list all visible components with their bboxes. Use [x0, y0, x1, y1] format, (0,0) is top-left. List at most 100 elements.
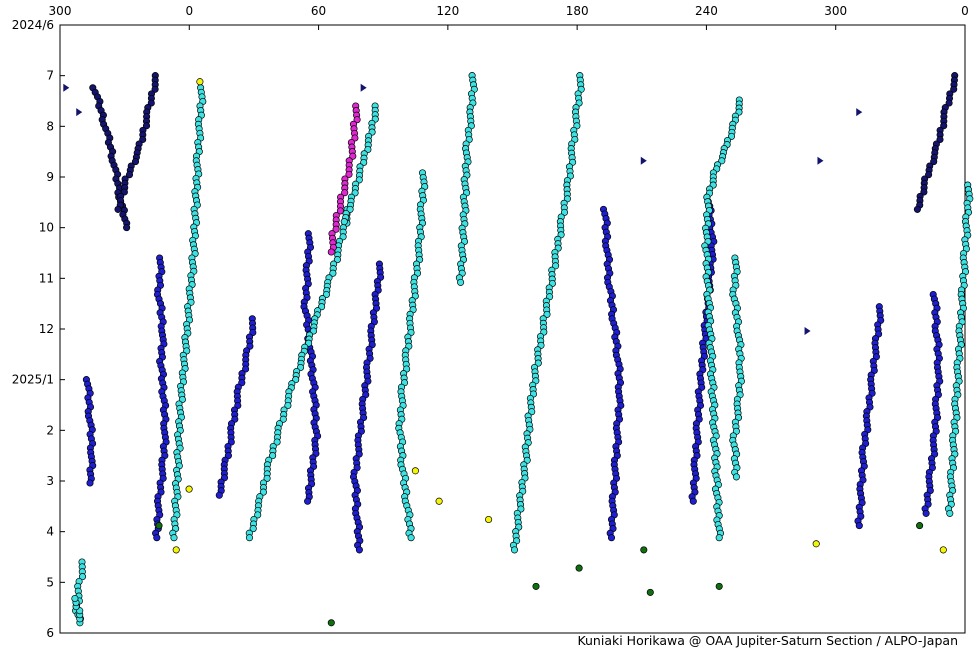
data-points: [63, 72, 974, 627]
data-point-navy: [920, 188, 928, 196]
data-point-triangle: [360, 83, 367, 92]
data-point-navy: [147, 99, 155, 107]
y-tick-label: 8: [46, 119, 54, 133]
data-point-cyan: [946, 509, 954, 517]
data-point-cyan: [407, 534, 415, 542]
data-point-blue: [242, 365, 250, 373]
data-point-cyan: [279, 415, 287, 423]
y-tick-label: 6: [46, 626, 54, 640]
data-point-blue: [607, 534, 616, 542]
data-point-cyan: [333, 256, 341, 264]
data-point-green: [715, 582, 723, 590]
x-tick-label: 300: [824, 4, 847, 18]
data-point-navy: [125, 171, 134, 179]
data-point-cyan: [263, 474, 271, 482]
data-point-green: [916, 522, 924, 530]
data-point-green: [646, 588, 654, 596]
y-tick-label: 3: [46, 474, 54, 488]
data-point-cyan: [170, 534, 178, 542]
data-point-magenta: [336, 207, 344, 215]
y-tick-label: 4: [46, 525, 54, 539]
data-point-blue: [922, 509, 930, 517]
data-point-navy: [925, 171, 933, 179]
data-point-cyan: [273, 438, 281, 446]
x-tick-label: 300: [49, 4, 72, 18]
data-point-yellow: [435, 497, 443, 505]
data-point-navy: [123, 224, 131, 232]
x-tick-label: 0: [961, 4, 969, 18]
data-point-blue: [86, 479, 94, 487]
data-point-cyan: [718, 157, 726, 165]
data-point-yellow: [172, 546, 180, 554]
y-tick-label: 5: [46, 575, 54, 589]
data-point-yellow: [939, 546, 947, 554]
data-point-triangle: [817, 156, 824, 165]
data-point-cyan: [340, 218, 348, 226]
data-point-cyan: [534, 359, 542, 367]
data-point-green: [155, 522, 163, 530]
data-point-magenta: [349, 152, 357, 160]
data-point-cyan: [245, 534, 254, 542]
y-tick-label: 11: [39, 271, 54, 285]
data-point-triangle: [804, 327, 811, 336]
data-point-cyan: [552, 262, 560, 270]
data-point-blue: [215, 491, 223, 499]
data-point-green: [532, 582, 540, 590]
data-point-navy: [151, 85, 159, 93]
y-axis-ticks: 2024/6 7 8 9 10 11 12 2025/1 2 3 4 5 6: [12, 18, 65, 640]
x-axis-ticks: 300 0 60 120 180 240 300 0: [49, 4, 969, 30]
data-point-green: [640, 546, 648, 554]
data-point-yellow: [196, 78, 204, 86]
data-point-blue: [689, 497, 697, 505]
data-point-cyan: [71, 594, 79, 603]
data-point-cyan: [715, 534, 723, 542]
data-point-green: [327, 619, 335, 627]
y-tick-label: 9: [46, 170, 54, 184]
data-point-navy: [131, 158, 140, 166]
x-tick-label: 60: [311, 4, 326, 18]
data-point-cyan: [284, 401, 292, 410]
data-point-navy: [950, 85, 958, 93]
data-point-cyan: [254, 511, 262, 519]
data-point-yellow: [485, 515, 493, 524]
x-tick-label: 240: [695, 4, 718, 18]
y-tick-label: 10: [39, 221, 54, 235]
data-point-green: [575, 564, 583, 572]
data-point-magenta: [353, 116, 361, 124]
data-point-blue: [304, 497, 312, 505]
data-point-cyan: [732, 473, 740, 481]
data-point-blue: [855, 522, 863, 530]
data-point-cyan: [78, 573, 87, 581]
data-point-cyan: [329, 269, 337, 277]
x-tick-label: 180: [566, 4, 589, 18]
data-point-cyan: [269, 452, 277, 460]
data-point-navy: [114, 205, 122, 213]
data-point-cyan: [543, 310, 551, 318]
data-point-triangle: [76, 108, 83, 117]
data-point-navy: [940, 122, 948, 130]
x-tick-label: 0: [185, 4, 193, 18]
data-point-triangle: [856, 108, 863, 117]
data-point-cyan: [510, 546, 519, 554]
data-point-navy: [930, 158, 938, 166]
data-point-magenta: [327, 248, 335, 256]
data-point-triangle: [640, 156, 647, 165]
data-point-yellow: [411, 467, 419, 475]
data-point-triangle: [63, 83, 70, 92]
data-point-yellow: [812, 540, 820, 548]
data-point-magenta: [345, 170, 353, 178]
x-tick-label: 120: [436, 4, 459, 18]
data-point-magenta: [341, 189, 349, 197]
y-tick-label: 7: [46, 69, 54, 83]
data-point-blue: [355, 546, 363, 554]
credit-text: Kuniaki Horikawa @ OAA Jupiter-Saturn Se…: [577, 633, 958, 648]
data-point-navy: [945, 99, 953, 107]
data-point-yellow: [185, 485, 193, 493]
data-point-navy: [913, 205, 921, 213]
y-tick-label: 12: [39, 322, 54, 336]
data-point-blue: [153, 534, 161, 542]
y-tick-label: 2024/6: [12, 18, 54, 32]
data-point-cyan: [457, 278, 465, 286]
y-tick-label: 2: [46, 423, 54, 437]
